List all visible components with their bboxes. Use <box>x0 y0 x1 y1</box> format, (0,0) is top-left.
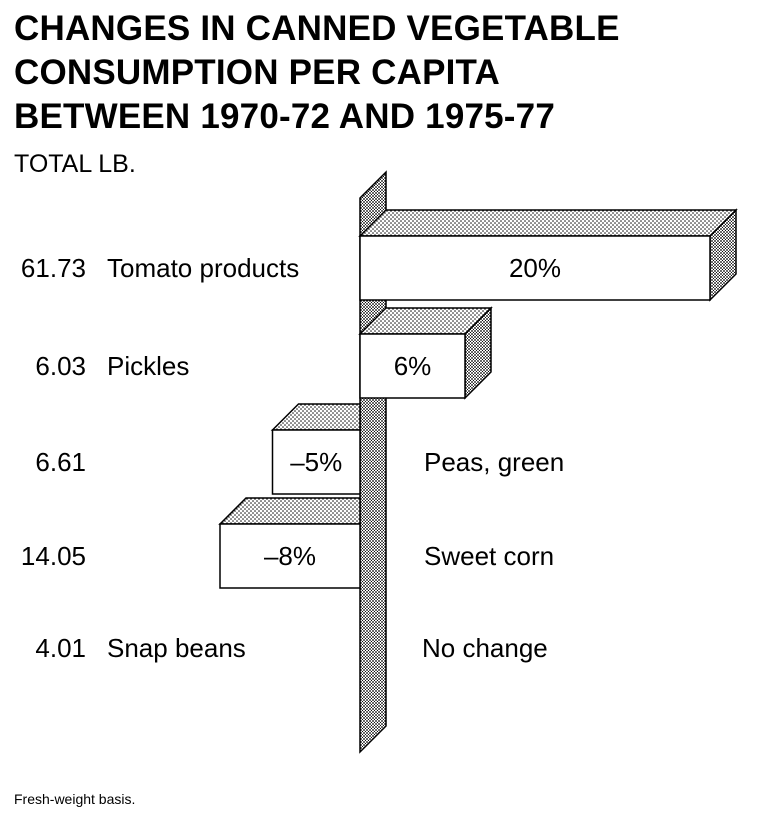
bar-sweet-corn <box>218 497 361 589</box>
labels-layer: 61.73 20% Tomato products 6.03 6% Pickles 6.61… <box>21 253 564 663</box>
bar-top-face <box>358 209 738 237</box>
category-label-tomato-products: Tomato products <box>107 253 299 283</box>
bar-top-face <box>218 497 361 525</box>
value-label-tomato-products: 20% <box>509 253 561 283</box>
total-unit-label: TOTAL LB. <box>14 150 136 178</box>
bar-pickles <box>358 306 493 400</box>
bar-front-face <box>271 429 361 495</box>
title-line-3: BETWEEN 1970-72 AND 1975-77 <box>14 97 555 136</box>
bar-front-face <box>359 333 466 399</box>
value-label-peas-green: –5% <box>290 447 342 477</box>
category-label-snap-beans: Snap beans <box>107 633 246 663</box>
bar-front-face <box>359 235 711 301</box>
total-lb-tomato-products: 61.73 <box>21 253 86 283</box>
footnote: Fresh-weight basis. <box>14 791 135 807</box>
bars-layer <box>218 208 738 589</box>
total-lb-sweet-corn: 14.05 <box>21 541 86 571</box>
category-label-pickles: Pickles <box>107 351 189 381</box>
total-lb-snap-beans: 4.01 <box>35 633 86 663</box>
title-line-1: CHANGES IN CANNED VEGETABLE <box>14 9 620 48</box>
value-label-snap-beans: No change <box>422 633 548 663</box>
title-line-2: CONSUMPTION PER CAPITA <box>14 53 500 92</box>
bar-peas-green <box>270 403 361 495</box>
total-lb-peas-green: 6.61 <box>35 447 86 477</box>
total-lb-pickles: 6.03 <box>35 351 86 381</box>
chart-title: CHANGES IN CANNED VEGETABLE CONSUMPTION … <box>14 9 620 136</box>
category-label-sweet-corn: Sweet corn <box>424 541 554 571</box>
category-label-peas-green: Peas, green <box>424 447 564 477</box>
value-label-pickles: 6% <box>394 351 432 381</box>
bar-tomato-products <box>358 208 738 302</box>
value-label-sweet-corn: –8% <box>264 541 316 571</box>
bar-top-face <box>270 403 361 431</box>
bar-front-face <box>219 523 361 589</box>
